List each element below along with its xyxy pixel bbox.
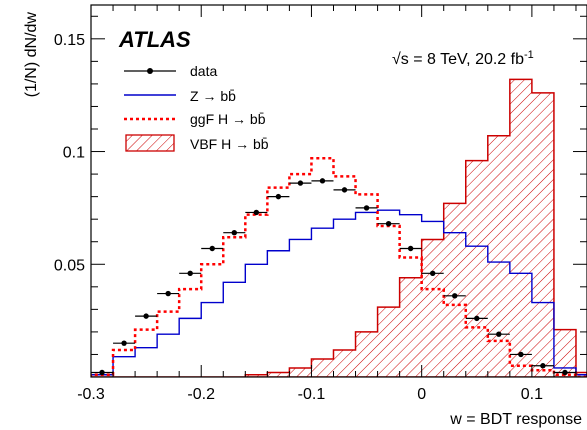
x-tick-label: -0.2 [187,386,215,403]
series-z-bb [91,209,587,377]
data-point [531,363,554,369]
data-point-marker [187,270,193,276]
data-point-marker [275,193,282,200]
data-point [443,293,466,299]
legend-item-vbf: VBF H → bb̄ [125,134,269,152]
data-point [509,351,532,358]
series-ggf-h-bb [91,157,587,377]
x-axis-label: w = BDT response [449,411,582,428]
data-point-marker [562,369,568,376]
x-tick-label: -0.3 [77,386,105,403]
data-point [333,187,356,193]
svg-text:√s = 8 TeV, 20.2 fb-1: √s = 8 TeV, 20.2 fb-1 [392,49,534,68]
data-point [201,245,224,252]
legend-label-vbf: VBF H → bb̄ [190,136,269,152]
y-tick-label: 0.1 [63,145,85,162]
data-point-marker [121,340,127,346]
data-point-marker [253,209,260,216]
experiment-label: ATLAS [118,27,191,52]
data-point-marker [99,369,105,376]
data-point-marker [143,313,149,319]
legend-item-ggf: ggF H → bb̄ [124,111,266,127]
data-point [91,369,114,376]
data-point [289,180,312,186]
data-point-marker [452,293,458,299]
data-point-marker [429,270,436,276]
data-point-marker [319,178,326,184]
lumi-unit-superscript: -1 [524,49,534,61]
axis-layer: -0.3 -0.2 -0.1 0 0.1 0.05 0.1 0.15 [54,5,587,403]
data-point [421,270,444,276]
legend-item-z: Z → bb̄ [124,88,236,104]
data-point-marker [518,351,524,358]
data-point [553,369,576,376]
data-point-marker [407,245,414,252]
y-axis-label: (1/N) dN/dw [23,12,40,98]
data-point-marker [496,331,502,337]
data-point [179,270,202,276]
data-point [487,331,510,337]
data-point-marker [165,290,171,297]
y-tick-label: 0.05 [54,257,85,274]
legend: data Z → bb̄ ggF H → bb̄ VBF H → bb̄ [124,63,269,152]
data-point [113,340,136,346]
data-point-marker [540,363,546,369]
data-point-marker [297,180,304,186]
energy-lumi-text: √s = 8 TeV, 20.2 fb [392,51,524,68]
series-vbf-h-bb [91,78,587,377]
legend-label-z: Z → bb̄ [190,88,236,104]
plot-frame [90,4,587,378]
x-tick-label: -0.1 [298,386,326,403]
data-point-marker [474,315,480,322]
data-point [223,230,246,236]
data-point [267,193,290,200]
x-tick-label: 0 [417,386,426,403]
series-layer [91,78,587,377]
legend-item-data: data [124,63,217,79]
data-point-marker [209,245,215,252]
data-point-marker [231,230,237,236]
data-point [245,209,268,216]
legend-label-ggf: ggF H → bb̄ [190,111,266,127]
energy-lumi-label: √s = 8 TeV, 20.2 fb-1 [392,49,534,68]
data-point-marker [385,220,392,227]
data-point [465,315,488,322]
legend-label-data: data [190,63,217,79]
x-tick-label: 0.1 [521,386,543,403]
y-tick-label: 0.15 [54,32,85,49]
data-point-marker [341,187,348,193]
data-point [377,220,400,227]
data-point-marker [363,205,370,211]
data-point [311,178,334,184]
data-point [135,313,158,319]
data-point [355,205,378,211]
data-point [157,290,180,297]
data-point [399,245,422,252]
